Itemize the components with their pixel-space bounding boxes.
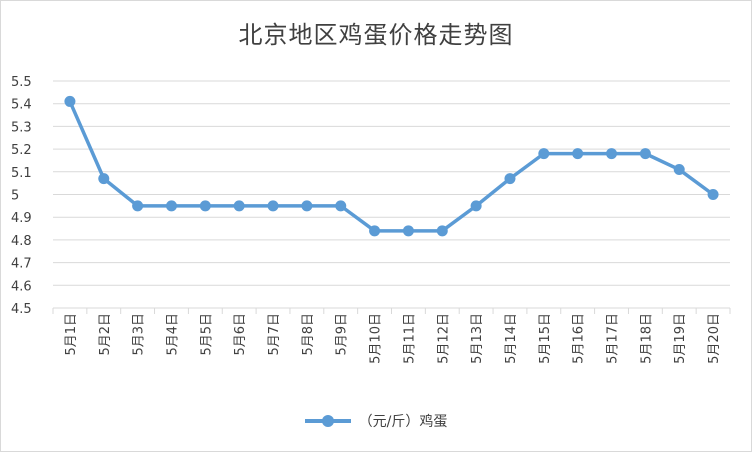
series-line	[68, 99, 715, 233]
x-tick-label: 5月6日	[233, 313, 248, 356]
data-point	[606, 148, 618, 160]
x-tick-label: 5月14日	[504, 313, 519, 364]
data-point	[165, 200, 177, 212]
data-point	[673, 164, 685, 176]
x-tick-label: 5月2日	[98, 313, 113, 356]
y-tick-label: 4.9	[11, 211, 32, 226]
x-tick-label: 5月13日	[470, 313, 485, 364]
data-point	[233, 200, 245, 212]
x-tick-label: 5月8日	[301, 313, 316, 356]
x-tick-label: 5月20日	[707, 313, 722, 364]
y-tick-label: 5.4	[11, 98, 32, 113]
y-tick-label: 5	[11, 189, 19, 204]
data-point	[639, 148, 651, 160]
data-point	[470, 200, 482, 212]
data-point	[199, 200, 211, 212]
x-tick-label: 5月3日	[132, 313, 147, 356]
y-tick-label: 4.8	[11, 234, 32, 249]
x-tick-label: 5月9日	[335, 313, 350, 356]
data-point	[98, 173, 110, 185]
data-point	[335, 200, 347, 212]
x-tick-label: 5月15日	[538, 313, 553, 364]
y-tick-label: 5.3	[11, 120, 32, 135]
data-point	[402, 225, 414, 237]
data-point	[538, 148, 550, 160]
y-tick-label: 5.1	[11, 166, 32, 181]
x-tick-label: 5月17日	[606, 313, 621, 364]
data-point	[707, 189, 719, 200]
x-tick-label: 5月1日	[64, 313, 79, 356]
data-point	[301, 200, 313, 212]
legend-label: （元/斤）鸡蛋	[358, 414, 448, 430]
chart-title: 北京地区鸡蛋价格走势图	[238, 21, 514, 49]
y-tick-label: 4.7	[11, 257, 32, 272]
x-tick-label: 5月19日	[673, 313, 688, 364]
y-tick-label: 4.6	[11, 279, 32, 294]
data-point	[369, 225, 381, 237]
y-tick-label: 4.5	[11, 302, 32, 317]
x-tick-label: 5月10日	[369, 313, 384, 364]
legend-marker	[304, 414, 351, 428]
x-tick-label: 5月18日	[639, 313, 654, 364]
data-point	[64, 95, 76, 107]
legend: （元/斤）鸡蛋	[1, 411, 751, 431]
data-point	[436, 225, 448, 237]
data-point	[267, 200, 279, 212]
x-tick-label: 5月16日	[572, 313, 587, 364]
y-tick-label: 5.2	[11, 143, 32, 158]
x-tick-label: 5月11日	[402, 313, 417, 364]
x-tick-label: 5月12日	[436, 313, 451, 364]
x-tick-label: 5月5日	[199, 313, 214, 356]
data-point	[572, 148, 584, 160]
y-tick-label: 5.5	[11, 75, 32, 90]
data-point	[504, 173, 516, 185]
data-point	[132, 200, 144, 212]
x-tick-label: 5月7日	[267, 313, 282, 356]
x-tick-label: 5月4日	[165, 313, 180, 356]
